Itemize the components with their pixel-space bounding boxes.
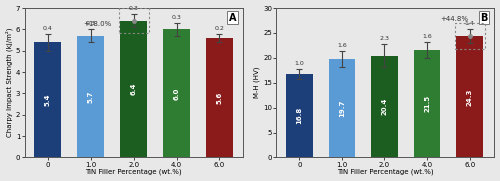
Text: 16.8: 16.8: [296, 107, 302, 124]
Bar: [372, 56, 398, 157]
Text: 19.7: 19.7: [339, 100, 345, 117]
Y-axis label: M-H (HV): M-H (HV): [254, 67, 260, 98]
Text: 21.5: 21.5: [424, 95, 430, 112]
Bar: [456, 36, 483, 157]
Text: 5.7: 5.7: [88, 90, 94, 103]
Text: 24.3: 24.3: [466, 88, 472, 106]
Text: B: B: [480, 12, 488, 23]
Bar: [118, 9, 148, 33]
Bar: [454, 24, 484, 49]
Text: 1.6: 1.6: [422, 34, 432, 39]
Bar: [414, 50, 440, 157]
Y-axis label: Charpy Impact Strength (kJ/m²): Charpy Impact Strength (kJ/m²): [6, 28, 13, 138]
X-axis label: TiN Filler Percentage (wt.%): TiN Filler Percentage (wt.%): [337, 169, 434, 175]
Bar: [328, 59, 355, 157]
Bar: [34, 42, 61, 157]
Text: +44.8%: +44.8%: [440, 16, 468, 22]
Bar: [120, 21, 147, 157]
Bar: [286, 74, 312, 157]
Text: 0.3: 0.3: [172, 15, 181, 20]
Text: 1.4: 1.4: [464, 22, 474, 26]
Bar: [206, 38, 233, 157]
Text: 20.4: 20.4: [382, 98, 388, 115]
Text: 2.3: 2.3: [380, 36, 390, 41]
X-axis label: TiN Filler Percentage (wt.%): TiN Filler Percentage (wt.%): [86, 169, 182, 175]
Text: 6.4: 6.4: [130, 83, 136, 95]
Text: 1.6: 1.6: [337, 43, 347, 48]
Text: 0.3: 0.3: [86, 21, 96, 26]
Text: 0.4: 0.4: [43, 26, 52, 31]
Text: +18.0%: +18.0%: [83, 22, 111, 28]
Text: 0.3: 0.3: [128, 7, 138, 11]
Text: 0.2: 0.2: [214, 26, 224, 31]
Bar: [163, 29, 190, 157]
Text: 5.6: 5.6: [216, 92, 222, 104]
Text: 6.0: 6.0: [174, 87, 180, 100]
Bar: [78, 36, 104, 157]
Text: A: A: [228, 12, 236, 23]
Text: 5.4: 5.4: [44, 94, 51, 106]
Text: 1.0: 1.0: [294, 61, 304, 66]
